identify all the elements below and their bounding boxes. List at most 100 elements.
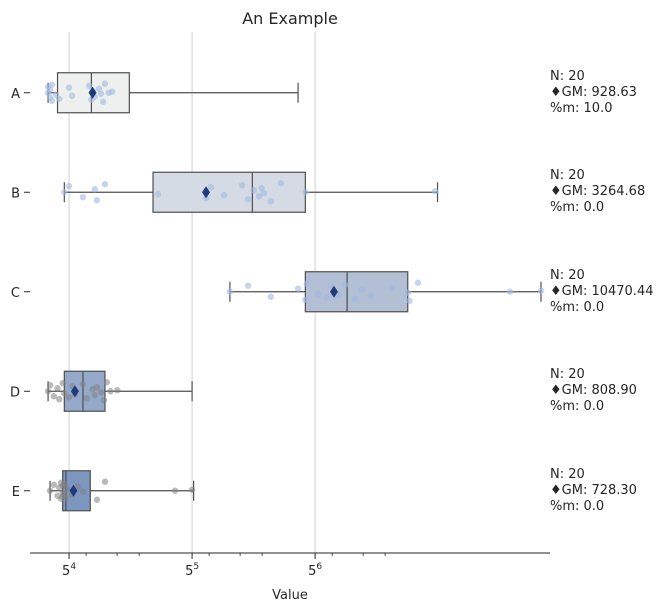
data-point	[64, 485, 71, 492]
data-point	[244, 196, 252, 203]
y-tick-label: D	[10, 385, 20, 400]
mean-marker	[88, 86, 97, 99]
stats-line: N: 20	[550, 367, 585, 383]
data-point	[97, 389, 105, 396]
data-point	[61, 189, 68, 196]
data-point	[61, 480, 68, 487]
data-point	[65, 84, 73, 91]
data-point	[260, 190, 268, 197]
y-tick-label: B	[11, 186, 20, 201]
data-point	[62, 494, 70, 501]
data-point	[114, 387, 121, 394]
x-tick-label: 54	[62, 562, 76, 579]
x-axis-label: Value	[272, 588, 308, 603]
stats-line: ♦GM: 928.63	[550, 84, 637, 100]
data-point	[61, 390, 68, 397]
stats-line: %m: 0.0	[550, 299, 605, 315]
stats-line: N: 20	[550, 267, 585, 283]
data-point	[65, 183, 73, 190]
stats-line: %m: 0.0	[550, 200, 605, 216]
box-group-b: B	[11, 171, 439, 213]
data-point	[258, 185, 265, 192]
y-tick-label: A	[11, 87, 20, 102]
data-point	[79, 194, 87, 201]
data-point	[93, 384, 101, 391]
data-point	[74, 483, 81, 490]
data-point	[56, 95, 63, 102]
data-point	[244, 282, 252, 289]
data-point	[85, 82, 93, 89]
data-point	[267, 198, 274, 205]
data-point	[351, 295, 358, 302]
data-point	[302, 296, 309, 303]
x-axis: 54 55 56	[30, 552, 550, 579]
box-group-a: A	[11, 72, 299, 114]
data-point	[44, 388, 52, 395]
data-point	[388, 284, 395, 291]
data-point	[171, 487, 179, 494]
data-point	[54, 385, 61, 392]
data-point	[65, 394, 73, 401]
data-point	[101, 478, 109, 485]
data-point	[406, 297, 413, 304]
data-point	[91, 392, 98, 399]
data-point	[537, 287, 545, 294]
data-point	[367, 292, 375, 299]
data-point	[101, 181, 109, 188]
data-point	[99, 98, 107, 105]
stats-line: ♦GM: 10470.44	[550, 283, 654, 299]
data-point	[294, 285, 302, 292]
stats-line: %m: 0.0	[550, 498, 605, 514]
data-point	[302, 189, 309, 196]
stats-line: N: 20	[550, 466, 585, 482]
data-point	[46, 487, 54, 494]
data-point	[238, 182, 246, 189]
data-point	[83, 395, 90, 402]
mean-marker	[70, 385, 79, 398]
data-point	[250, 187, 257, 194]
stats-line: N: 20	[550, 68, 585, 84]
data-point	[100, 397, 108, 404]
data-point	[101, 80, 109, 87]
box-groups: A B C D E	[10, 72, 545, 512]
data-point	[414, 279, 422, 286]
data-point	[46, 86, 54, 93]
data-point	[50, 481, 58, 488]
stats-line: ♦GM: 808.90	[550, 383, 637, 399]
box-group-c: C	[11, 271, 545, 313]
stats-line: ♦GM: 3264.68	[550, 184, 646, 200]
data-point	[431, 188, 439, 195]
data-point	[303, 280, 310, 287]
data-point	[207, 184, 215, 191]
data-point	[50, 393, 58, 400]
data-point	[255, 193, 263, 200]
data-point	[97, 90, 105, 97]
stats-line: ♦GM: 728.30	[550, 482, 637, 498]
data-point	[314, 290, 322, 297]
data-point	[79, 488, 87, 495]
data-point	[267, 293, 274, 300]
data-point	[109, 88, 116, 95]
data-point	[48, 97, 56, 104]
data-point	[107, 388, 114, 395]
iqr-box	[304, 271, 409, 313]
chart-title: An Example	[242, 9, 338, 28]
stats-line: N: 20	[550, 168, 585, 184]
stats-c: N: 20 ♦GM: 10470.44 %m: 0.0	[550, 268, 654, 316]
mean-marker	[202, 186, 211, 199]
data-point	[404, 289, 411, 296]
data-point	[188, 486, 196, 493]
box-group-e: E	[12, 470, 196, 512]
stats-a: N: 20 ♦GM: 928.63 %m: 10.0	[550, 69, 637, 117]
data-point	[59, 380, 66, 387]
stats-e: N: 20 ♦GM: 728.30 %m: 0.0	[550, 467, 637, 515]
data-point	[506, 288, 514, 295]
stats-d: N: 20 ♦GM: 808.90 %m: 0.0	[550, 367, 637, 415]
y-tick-label: E	[12, 485, 20, 500]
data-point	[68, 92, 76, 99]
data-point	[103, 379, 111, 386]
data-point	[154, 191, 162, 198]
data-point	[220, 192, 228, 199]
stats-b: N: 20 ♦GM: 3264.68 %m: 0.0	[550, 168, 645, 216]
data-point	[95, 85, 103, 92]
